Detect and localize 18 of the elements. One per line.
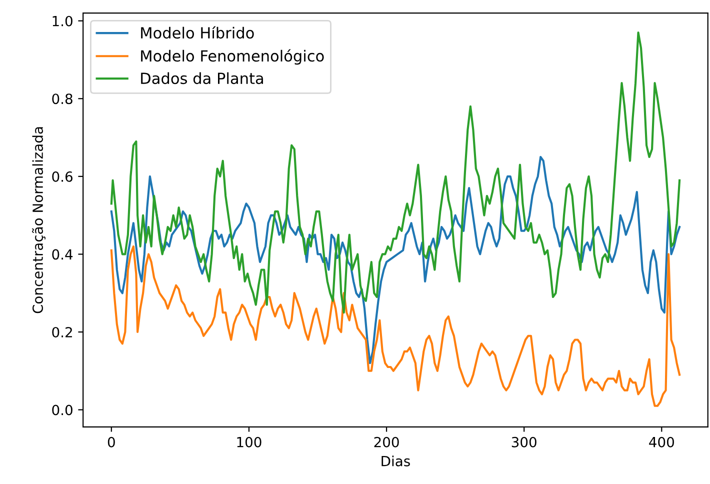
x-tick-label: 400 — [649, 436, 674, 448]
x-axis-title: Dias — [382, 456, 410, 466]
line-series — [110, 245, 681, 407]
y-axis-title: Concentração Normalizada — [32, 127, 46, 314]
y-tick-label: 0.4 — [52, 249, 73, 260]
y-tick-label: 0.2 — [52, 326, 72, 338]
legend-label: Modelo Fenomenológico — [141, 49, 324, 65]
y-tick-label: 0.0 — [52, 404, 72, 416]
legend-label: Dados da Planta — [141, 72, 263, 84]
x-tick-label: 0 — [108, 436, 115, 448]
y-tick-label: 0.8 — [52, 94, 72, 104]
x-tick-label: 300 — [512, 436, 536, 448]
legend-label: Modelo Híbrido — [141, 26, 254, 39]
x-tick-label: 100 — [237, 436, 262, 448]
x-tick-label: 200 — [374, 436, 399, 448]
line-series — [110, 156, 681, 364]
y-tick-label: 0.6 — [52, 171, 72, 182]
y-tick-label: 1.0 — [52, 16, 72, 26]
